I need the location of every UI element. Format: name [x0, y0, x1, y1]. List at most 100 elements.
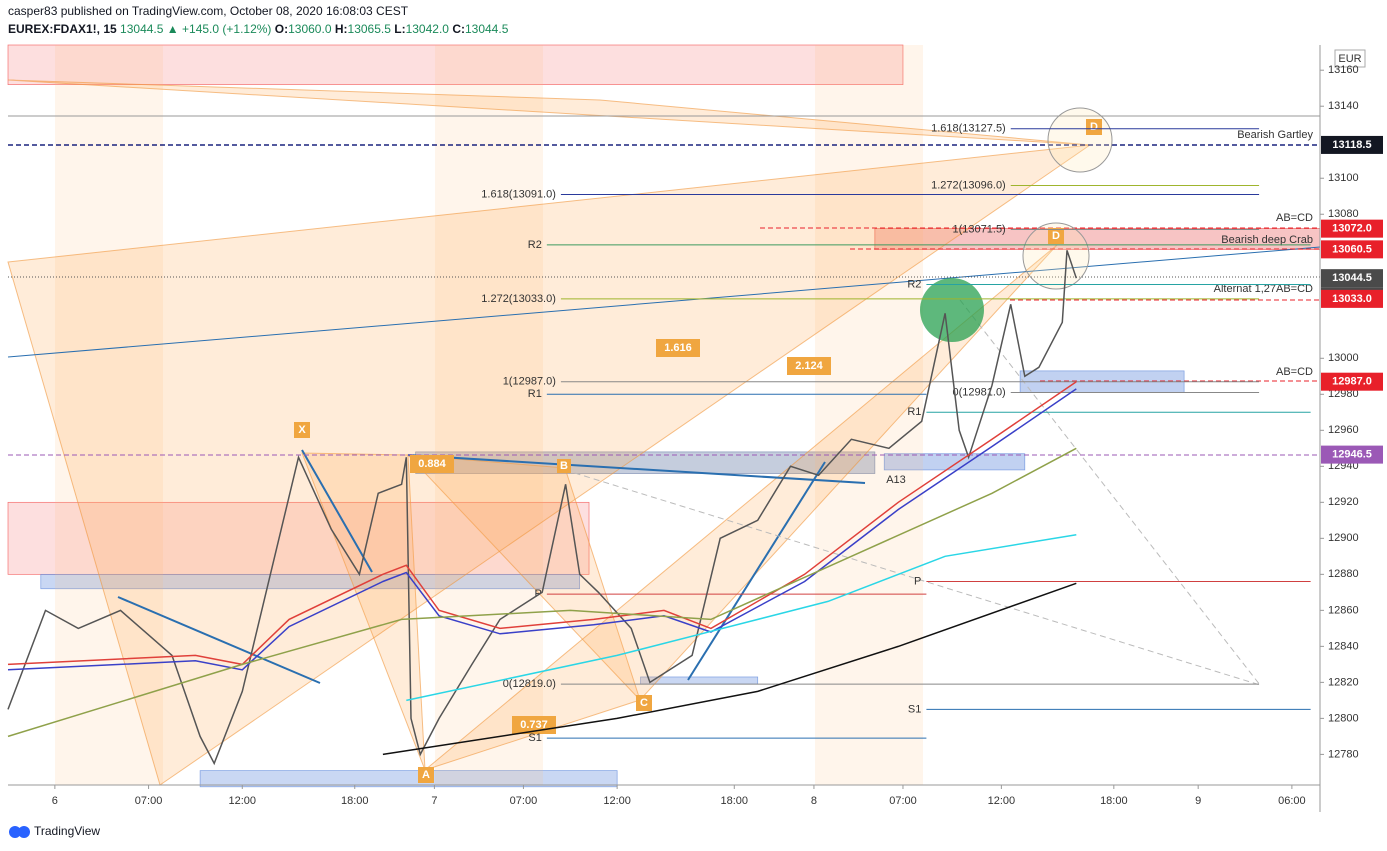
level-label: 1.272(13096.0) — [931, 179, 1006, 191]
brand: TradingView — [34, 824, 100, 838]
drawings — [7, 107, 1321, 686]
point-c: C — [640, 697, 648, 709]
y-tick-label: 12980 — [1328, 388, 1359, 400]
change: +145.0 (+1.12%) — [182, 22, 271, 36]
y-tick-label: 12900 — [1328, 532, 1359, 544]
level-label: 1.618(13127.5) — [931, 123, 1006, 135]
c-label: C: — [452, 22, 465, 36]
y-tick-label: 12800 — [1328, 712, 1359, 724]
y-tick-label: 13000 — [1328, 352, 1359, 364]
point-a: A — [422, 769, 430, 781]
y-tick-label: 13100 — [1328, 172, 1359, 184]
low: 13042.0 — [406, 22, 450, 36]
y-tick-label: 12860 — [1328, 604, 1359, 616]
ratio: 2.124 — [795, 360, 823, 372]
price-tag — [1321, 219, 1383, 238]
x-tick-label: 12:00 — [603, 795, 631, 807]
level-label: S1 — [528, 732, 541, 744]
y-tick-label: 12780 — [1328, 748, 1359, 760]
price-tag — [1321, 289, 1383, 308]
zone — [883, 453, 1026, 471]
pattern-labels: X A B C D D 0.884 1.616 2.124 0.737 AB=C… — [294, 119, 1313, 783]
logo — [9, 826, 30, 838]
price-tag-label: 13060.5 — [1332, 243, 1372, 255]
price-tag-label: 13044.5 — [1332, 272, 1372, 284]
o-label: O: — [275, 22, 288, 36]
price-tag — [1321, 372, 1383, 391]
pattern-name: A13 — [886, 474, 906, 486]
price-tag-label: 13033.0 — [1332, 293, 1372, 305]
series-line — [7, 388, 1077, 671]
series-line — [7, 447, 1077, 738]
level-label: R1 — [528, 388, 542, 400]
x-tick-label: 07:00 — [510, 795, 538, 807]
zone — [40, 573, 581, 590]
y-tick-label: 12820 — [1328, 676, 1359, 688]
y-tick-label: 12920 — [1328, 496, 1359, 508]
level-label: S1 — [908, 703, 921, 715]
level-label: 0(12819.0) — [503, 678, 556, 690]
price-tag-label: 12946.5 — [1332, 449, 1372, 461]
zone — [7, 44, 904, 85]
currency-box — [1334, 49, 1366, 68]
y-tick-label: 12840 — [1328, 640, 1359, 652]
level-label: 0(12981.0) — [953, 386, 1006, 398]
x-tick-label: 12:00 — [229, 795, 257, 807]
ratio: 1.616 — [664, 342, 692, 354]
series-line — [7, 250, 1078, 766]
price-tag-label: 12987.0 — [1332, 376, 1372, 388]
high: 13065.5 — [348, 22, 392, 36]
price-tag — [1321, 135, 1383, 154]
session-bands — [55, 45, 923, 785]
price-tag — [1321, 445, 1383, 464]
h-label: H: — [335, 22, 348, 36]
price-tag — [1321, 240, 1383, 259]
y-tick-label: 12880 — [1328, 568, 1359, 580]
quote-line: EUREX:FDAX1!, 15 13044.5 ▲ +145.0 (+1.12… — [8, 22, 509, 36]
pattern-name: AB=CD — [1276, 366, 1313, 378]
publisher: casper83 published on TradingView.com, O… — [8, 4, 409, 18]
l-label: L: — [394, 22, 405, 36]
x-tick-label: 9 — [1195, 795, 1201, 807]
arrow: ▲ — [167, 22, 179, 36]
series-line — [406, 533, 1077, 702]
point-b: B — [560, 460, 568, 472]
x-tick-label: 18:00 — [1100, 795, 1128, 807]
overlays — [7, 44, 1321, 788]
y-tick-label: 13140 — [1328, 100, 1359, 112]
pattern-name: Alternat 1,27AB=CD — [1214, 283, 1313, 295]
x-tick-label: 7 — [431, 795, 437, 807]
level-label: 1(13071.5) — [953, 223, 1006, 235]
x-tick-label: 18:00 — [721, 795, 749, 807]
level-label: 1.618(13091.0) — [481, 188, 556, 200]
x-tick-label: 18:00 — [341, 795, 369, 807]
close: 13044.5 — [465, 22, 509, 36]
level-label: R2 — [528, 239, 542, 251]
open: 13060.0 — [288, 22, 332, 36]
symbol: EUREX:FDAX1!, 15 — [8, 22, 117, 36]
x-tick-label: 06:00 — [1278, 795, 1306, 807]
ratio: 0.884 — [418, 458, 446, 470]
price-tag — [1321, 269, 1383, 288]
y-tick-label: 13160 — [1328, 64, 1359, 76]
level-label: R1 — [907, 406, 921, 418]
ratio: 0.737 — [520, 719, 548, 731]
price-tag-label: 13118.5 — [1332, 139, 1371, 151]
point-x: X — [298, 424, 306, 436]
pattern-name: Bearish deep Crab — [1221, 234, 1313, 246]
x-tick-label: 8 — [811, 795, 817, 807]
point-d: D — [1052, 230, 1060, 242]
level-label: P — [914, 575, 921, 587]
point-d: D — [1090, 121, 1098, 133]
level-label: 1(12987.0) — [503, 376, 556, 388]
pattern-name: AB=CD — [1276, 212, 1313, 224]
y-tick-label: 12960 — [1328, 424, 1359, 436]
zone — [7, 501, 590, 575]
price-tag-label: 13072.0 — [1332, 223, 1372, 235]
pattern-name: Bearish Gartley — [1237, 129, 1313, 141]
x-tick-label: 6 — [52, 795, 58, 807]
zone — [199, 770, 618, 788]
level-label: 1.272(13033.0) — [481, 293, 556, 305]
series-line — [382, 582, 1077, 756]
